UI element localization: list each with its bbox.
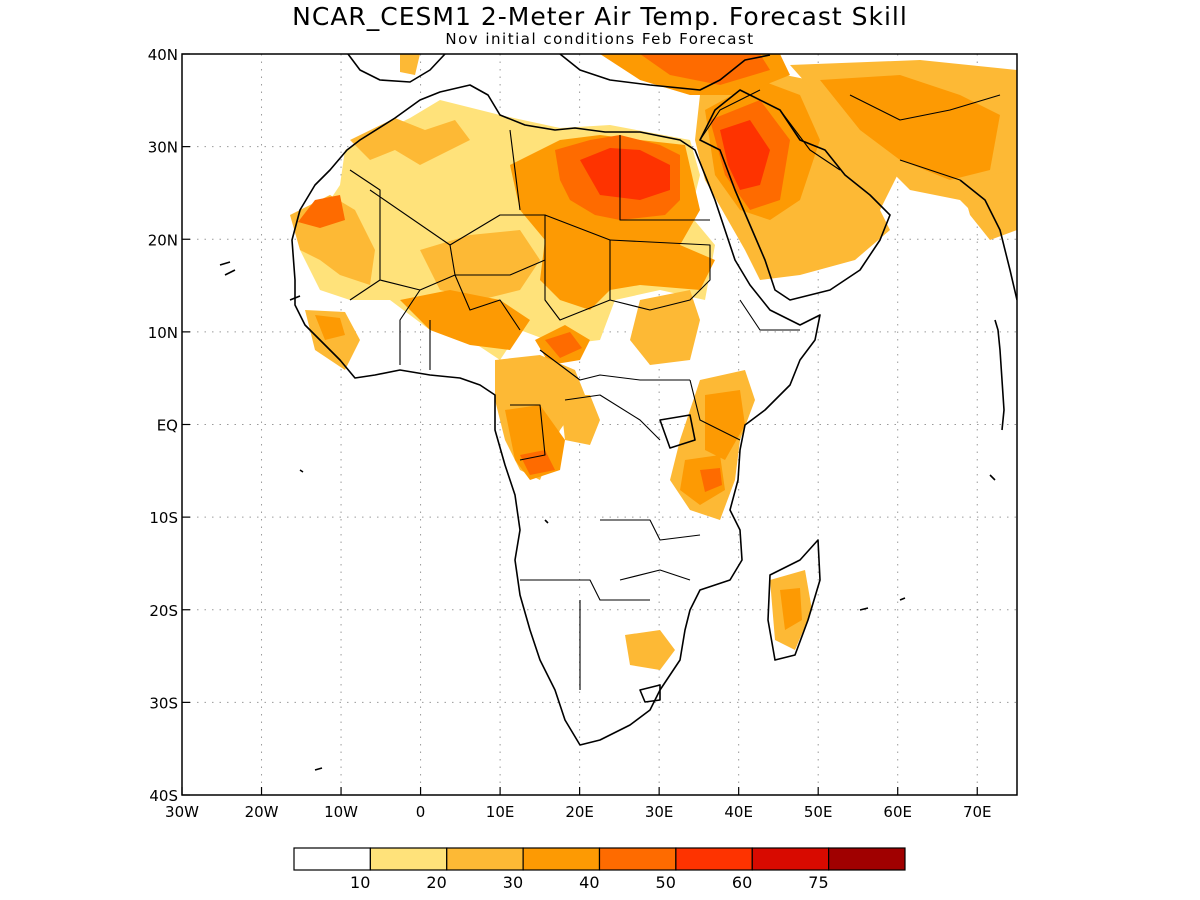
country-borders (349, 89, 1001, 690)
colorbar-swatch (751, 847, 830, 871)
lon-tick-label: 30E (645, 803, 674, 821)
lat-tick-label: 30S (149, 694, 178, 712)
lat-tick-label: 40S (149, 787, 178, 805)
lat-tick-label: 30N (148, 139, 178, 157)
lon-tick-label: 10W (324, 803, 358, 821)
colorbar-label: 20 (426, 873, 446, 892)
colorbar: 10 20 30 40 50 60 75 (293, 847, 906, 892)
colorbar-label: 50 (656, 873, 676, 892)
colorbar-swatch (522, 847, 601, 871)
colorbar-label: 40 (579, 873, 599, 892)
map-canvas (182, 54, 1017, 795)
lon-tick-label: 20E (565, 803, 594, 821)
lon-tick-label: 70E (963, 803, 992, 821)
lon-tick-label: 50E (804, 803, 833, 821)
colorbar-label: 75 (808, 873, 828, 892)
lat-tick-label: EQ (157, 417, 178, 435)
lon-tick-label: 0 (416, 803, 426, 821)
colorbar-label: 10 (350, 873, 370, 892)
lon-tick-label: 10E (486, 803, 515, 821)
lon-tick-label: 60E (883, 803, 912, 821)
lat-tick-label: 10N (148, 324, 178, 342)
skill-shading (290, 54, 1017, 670)
colorbar-swatch (598, 847, 677, 871)
colorbar-label: 60 (732, 873, 752, 892)
map-axes: 30W 20W 10W 0 10E 20E 30E 40E 50E 60E 70E 40N 30N 20N… (148, 46, 992, 821)
lon-tick-label: 20W (245, 803, 279, 821)
lat-tick-label: 20N (148, 231, 178, 249)
map-title: NCAR_CESM1 2-Meter Air Temp. Forecast Sk… (292, 2, 908, 31)
colorbar-swatch (828, 847, 906, 871)
lon-tick-label: 40E (724, 803, 753, 821)
lat-tick-label: 10S (149, 509, 178, 527)
lon-tick-label: 30W (165, 803, 199, 821)
colorbar-label: 30 (503, 873, 523, 892)
lat-tick-label: 20S (149, 602, 178, 620)
colorbar-swatch (446, 847, 524, 871)
colorbar-swatch (293, 847, 371, 871)
colorbar-swatch (369, 847, 448, 871)
coastlines (219, 54, 1017, 771)
map-subtitle: Nov initial conditions Feb Forecast (445, 30, 754, 48)
colorbar-swatch (675, 847, 753, 871)
lat-tick-label: 40N (148, 46, 178, 64)
